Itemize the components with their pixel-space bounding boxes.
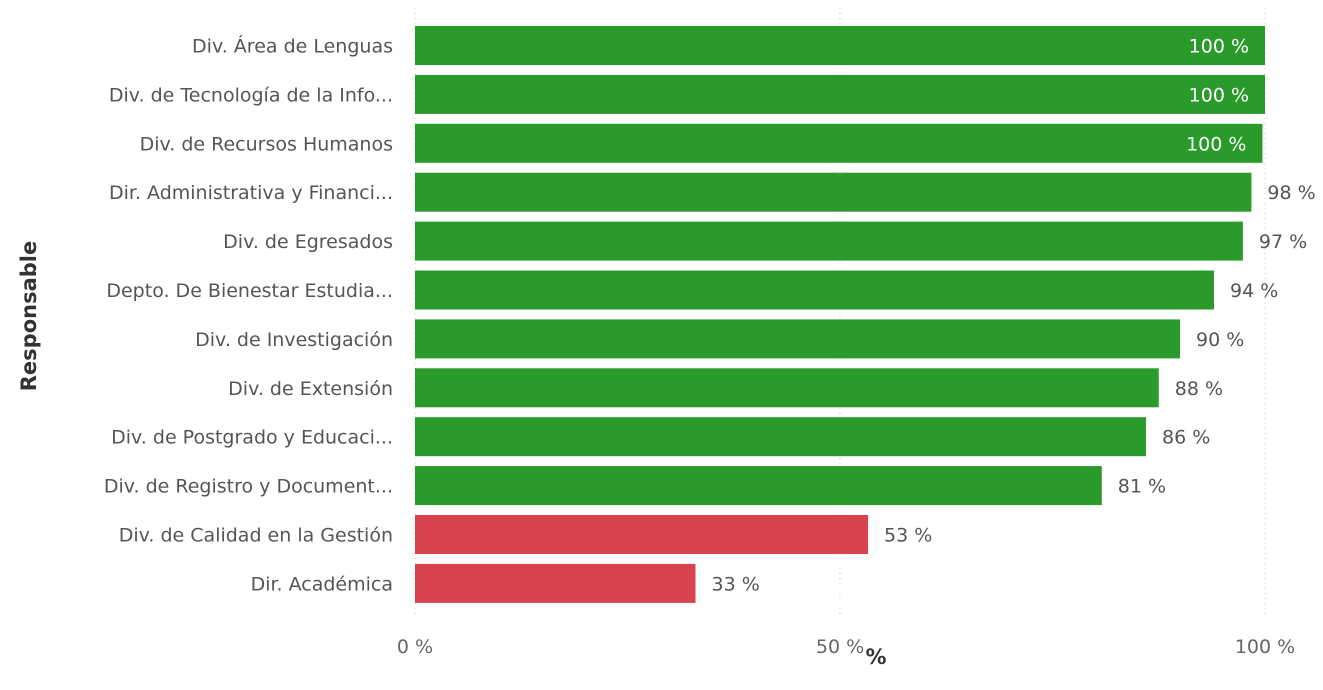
category-label: Div. de Postgrado y Educaci... [111, 427, 393, 449]
bar[interactable] [415, 515, 869, 554]
x-tick-label: 100 % [1235, 636, 1295, 658]
value-label: 100 % [1189, 84, 1249, 106]
bar[interactable] [415, 26, 1265, 65]
category-label: Dir. Administrativa y Financi... [109, 182, 393, 204]
y-axis-title: Responsable [17, 241, 41, 391]
bar[interactable] [415, 123, 1263, 163]
category-label: Div. Área de Lenguas [192, 35, 393, 58]
bar[interactable] [415, 221, 1243, 261]
category-label: Div. de Extensión [228, 378, 393, 400]
bar[interactable] [415, 319, 1180, 359]
category-label: Div. de Calidad en la Gestión [119, 525, 393, 547]
category-label: Div. de Registro y Document... [104, 476, 393, 498]
category-label: Depto. De Bienestar Estudia... [106, 280, 393, 302]
category-label: Div. de Recursos Humanos [140, 133, 393, 155]
bar[interactable] [415, 172, 1252, 212]
category-label: Div. de Egresados [223, 231, 393, 253]
bar[interactable] [415, 466, 1102, 506]
x-axis-title: % [865, 645, 886, 669]
x-axis-ticks: 0 % 50 % 100 % [397, 636, 1295, 658]
bar[interactable] [415, 74, 1265, 114]
category-label: Div. de Tecnología de la Info... [109, 84, 393, 106]
value-labels: 100 % 100 % 100 % 98 % 97 % 94 % 90 % 88 % 86 % 8… [712, 36, 1316, 596]
value-label: 33 % [712, 573, 760, 595]
value-label: 100 % [1189, 36, 1249, 58]
bar[interactable] [415, 368, 1159, 408]
value-label: 88 % [1175, 378, 1223, 400]
bar[interactable] [415, 563, 696, 603]
category-labels: Div. Área de Lenguas Div. de Tecnología d… [104, 35, 393, 596]
category-label: Dir. Académica [251, 573, 393, 595]
x-tick-label: 0 % [397, 636, 433, 658]
value-label: 86 % [1162, 427, 1210, 449]
gridlines [414, 8, 1266, 615]
value-label: 100 % [1186, 133, 1246, 155]
bar[interactable] [415, 417, 1146, 457]
category-label: Div. de Investigación [195, 329, 393, 351]
value-label: 81 % [1118, 476, 1166, 498]
value-label: 94 % [1230, 280, 1278, 302]
value-label: 97 % [1259, 231, 1307, 253]
value-label: 53 % [884, 525, 932, 547]
bar[interactable] [415, 270, 1214, 310]
bars [415, 26, 1265, 603]
value-label: 90 % [1196, 329, 1244, 351]
value-label: 98 % [1267, 182, 1315, 204]
x-tick-label: 50 % [816, 636, 864, 658]
